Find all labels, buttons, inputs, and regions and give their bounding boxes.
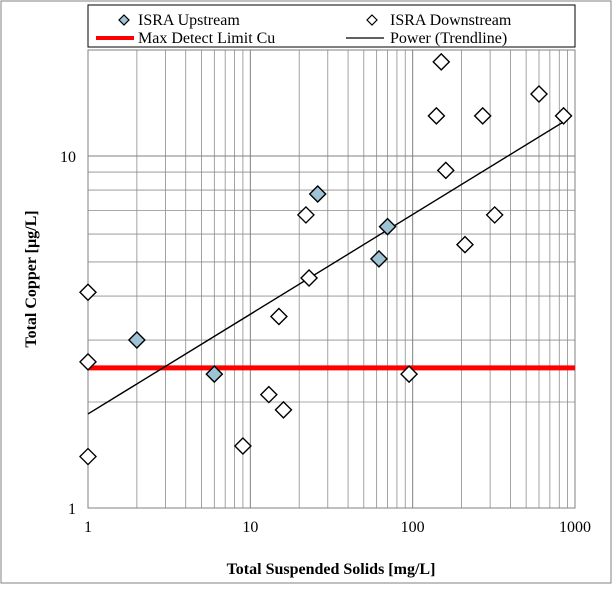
- data-points-group: [79, 52, 573, 466]
- power-trendline: [87, 121, 564, 415]
- x-tick-label: 100: [401, 519, 425, 536]
- trendline-group: [87, 121, 564, 415]
- data-point-isra-downstream: [432, 52, 451, 71]
- minor-gridlines: [88, 50, 575, 508]
- legend: ISRA Upstream ISRA Downstream Max Detect…: [87, 4, 576, 48]
- data-point-isra-downstream: [79, 447, 97, 466]
- data-point-isra-downstream: [233, 437, 252, 456]
- legend-label-trendline: Power (Trendline): [390, 30, 507, 47]
- data-point-isra-downstream: [79, 283, 97, 302]
- data-point-isra-downstream: [455, 235, 474, 254]
- data-point-isra-downstream: [473, 106, 492, 125]
- data-point-isra-downstream: [529, 84, 548, 103]
- major-gridlines: [88, 50, 575, 508]
- data-point-isra-downstream: [400, 365, 419, 384]
- data-point-isra-downstream: [79, 352, 97, 371]
- legend-label-max-detect-limit: Max Detect Limit Cu: [138, 30, 275, 47]
- data-point-isra-downstream: [436, 161, 455, 180]
- legend-label-isra-upstream: ISRA Upstream: [138, 12, 240, 29]
- x-axis-tick-labels: 1 10 100 1000: [84, 519, 591, 536]
- data-point-isra-downstream: [296, 205, 315, 224]
- data-point-isra-downstream: [554, 106, 573, 125]
- x-tick-label: 10: [242, 519, 258, 536]
- data-point-isra-downstream: [269, 307, 288, 326]
- y-tick-label: 10: [60, 149, 76, 166]
- y-tick-label: 1: [68, 501, 76, 518]
- plot-area-border: [87, 49, 576, 509]
- data-point-isra-downstream: [259, 385, 278, 404]
- data-point-isra-downstream: [274, 400, 293, 419]
- data-point-isra-downstream: [300, 269, 319, 288]
- y-axis-tick-labels: 1 10: [60, 149, 76, 518]
- legend-label-isra-downstream: ISRA Downstream: [390, 12, 512, 29]
- plot-area: [88, 50, 575, 508]
- legend-marker-isra-downstream: [366, 14, 378, 26]
- data-point-isra-upstream: [205, 365, 224, 384]
- y-axis-title: Total Copper [µg/L]: [23, 210, 40, 347]
- x-tick-label: 1: [84, 519, 92, 536]
- data-point-isra-downstream: [485, 205, 504, 224]
- data-point-isra-upstream: [308, 184, 327, 203]
- data-point-isra-downstream: [427, 106, 446, 125]
- x-tick-label: 1000: [559, 519, 591, 536]
- data-point-isra-upstream: [369, 249, 388, 268]
- legend-marker-isra-upstream: [118, 14, 130, 26]
- data-point-isra-upstream: [127, 331, 146, 350]
- data-point-isra-upstream: [378, 217, 397, 236]
- legend-box: [87, 4, 576, 48]
- x-axis-title: Total Suspended Solids [mg/L]: [227, 561, 436, 578]
